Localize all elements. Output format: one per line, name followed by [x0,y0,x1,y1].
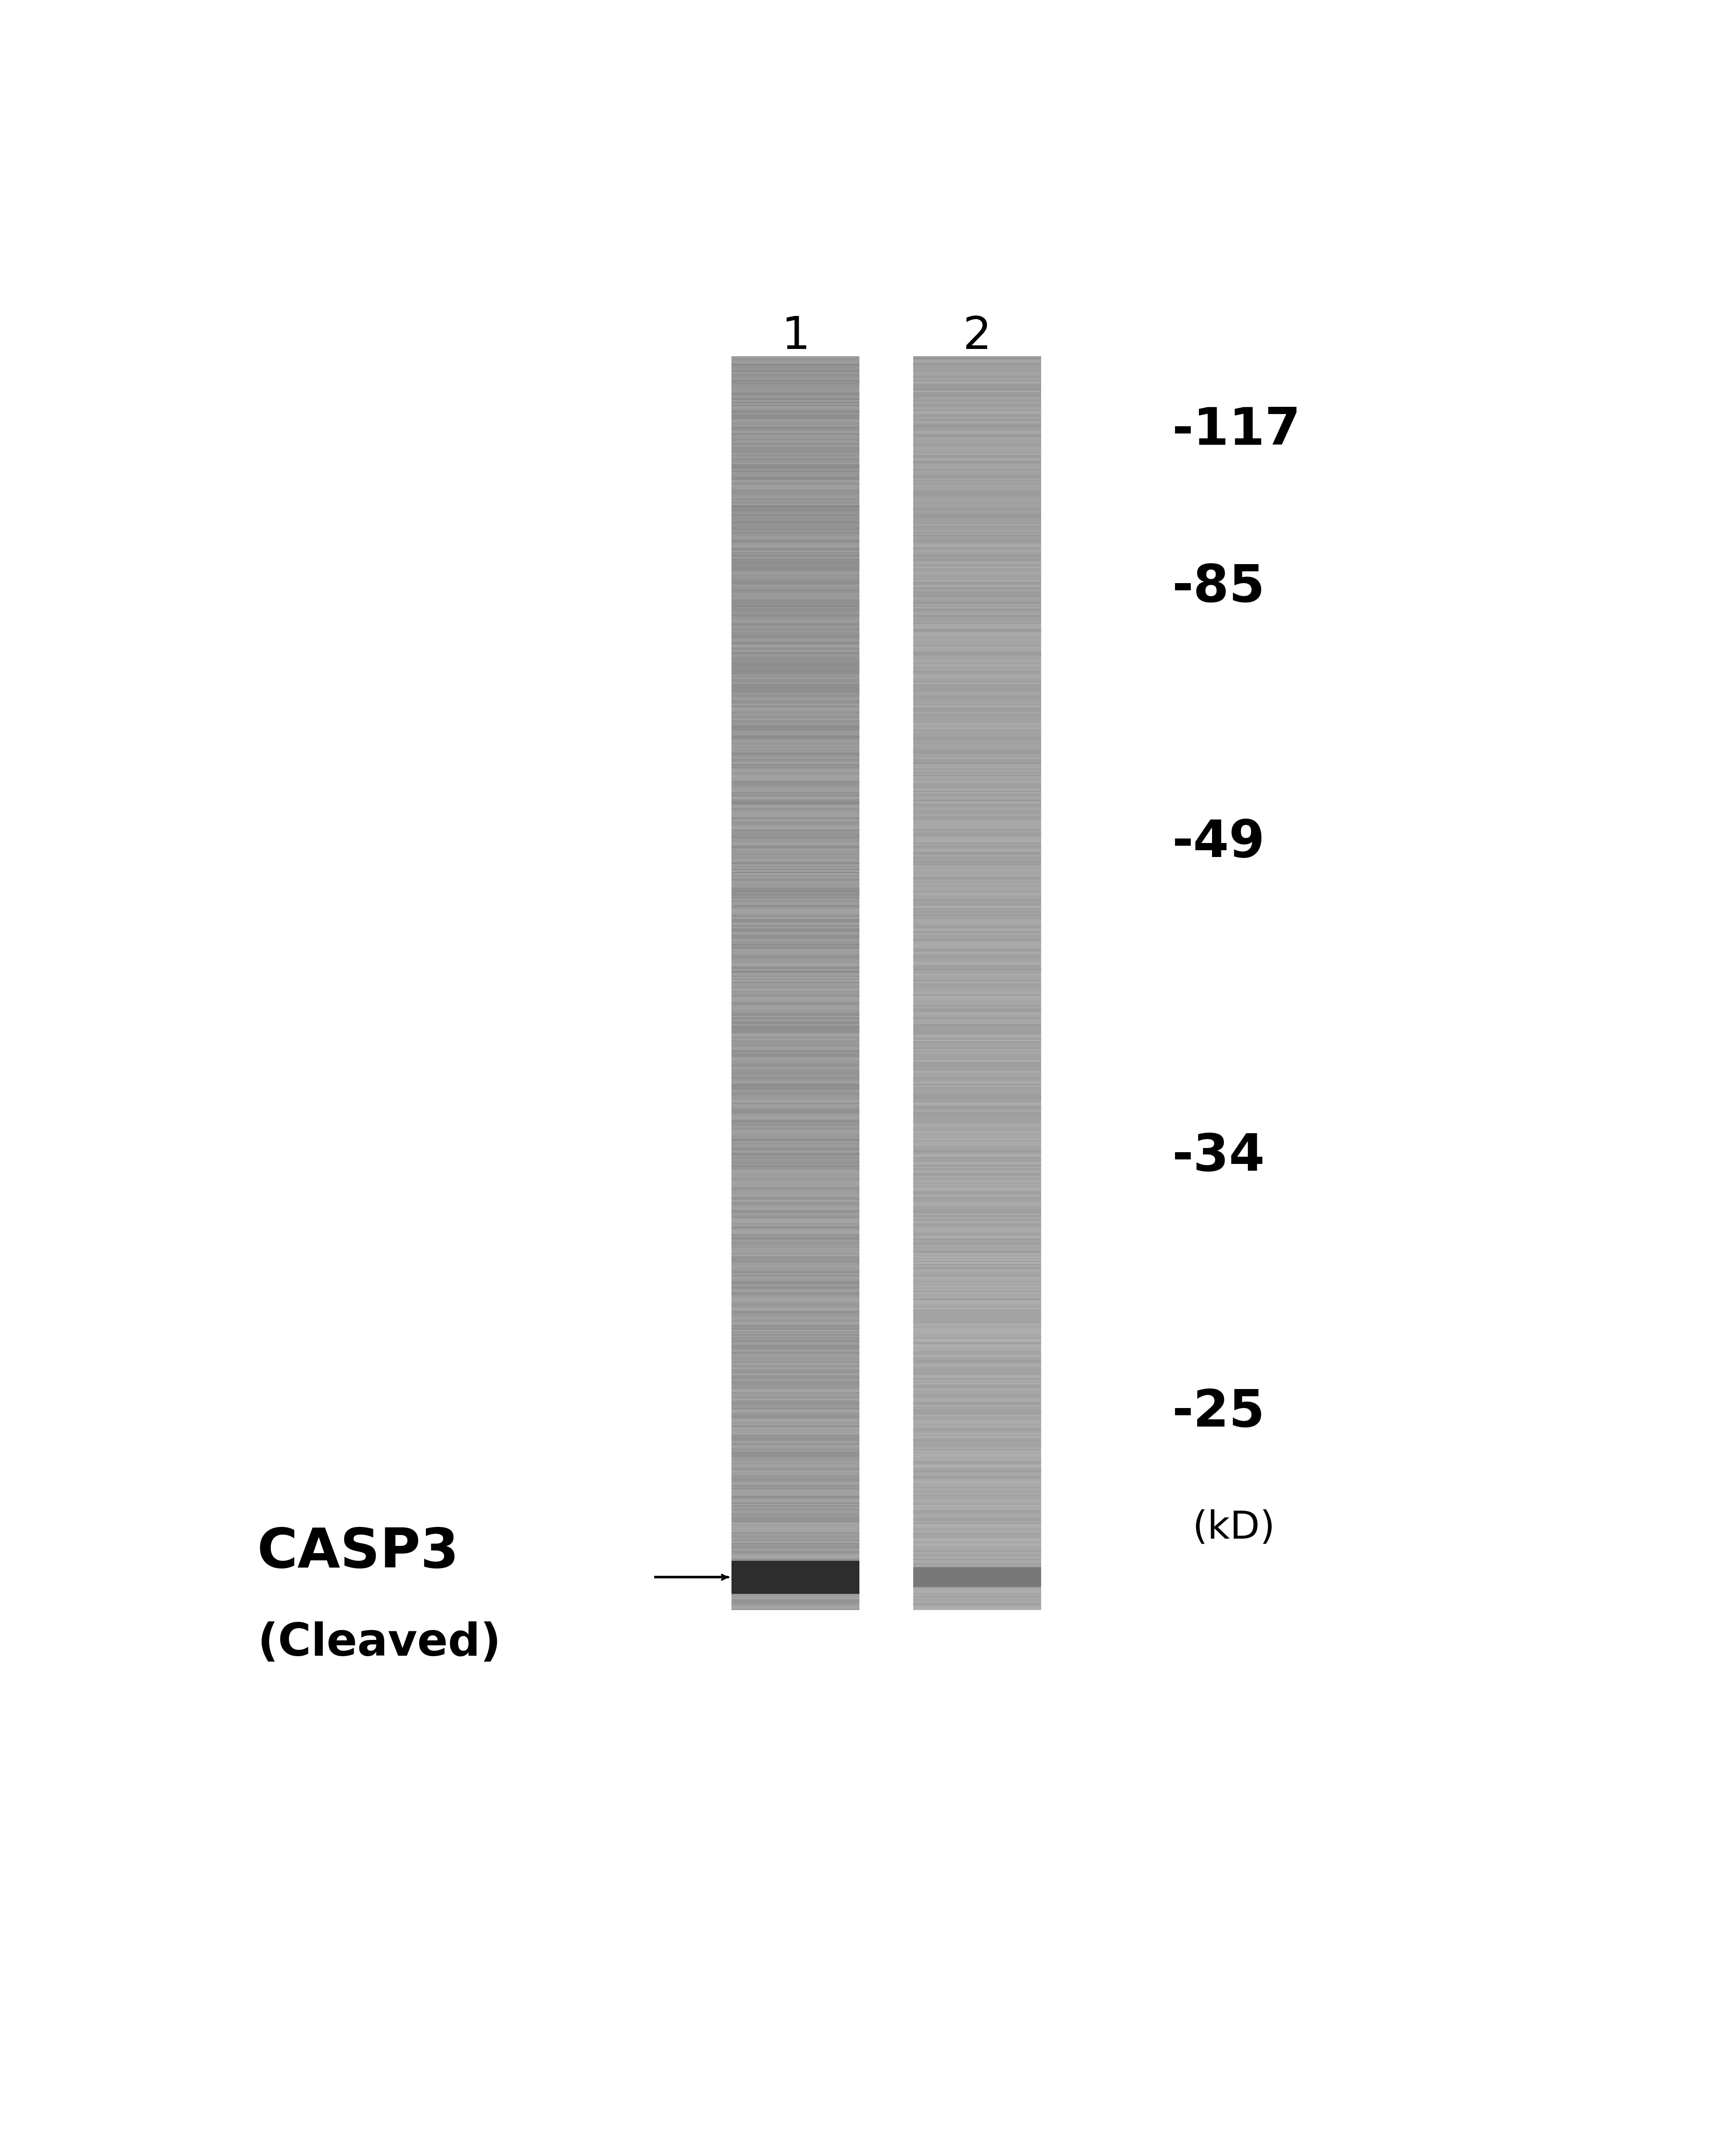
Text: -34: -34 [1172,1132,1266,1181]
Text: -49: -49 [1172,819,1266,868]
Text: -117: -117 [1172,405,1300,456]
Text: (kD): (kD) [1193,1509,1276,1547]
Text: CASP3: CASP3 [257,1526,460,1579]
Text: 1: 1 [781,315,811,358]
Bar [913,1567,1042,1588]
Bar [731,1560,859,1594]
Text: 2: 2 [963,315,991,358]
Text: -85: -85 [1172,561,1266,613]
Text: -25: -25 [1172,1387,1266,1438]
Text: (Cleaved): (Cleaved) [257,1622,502,1665]
